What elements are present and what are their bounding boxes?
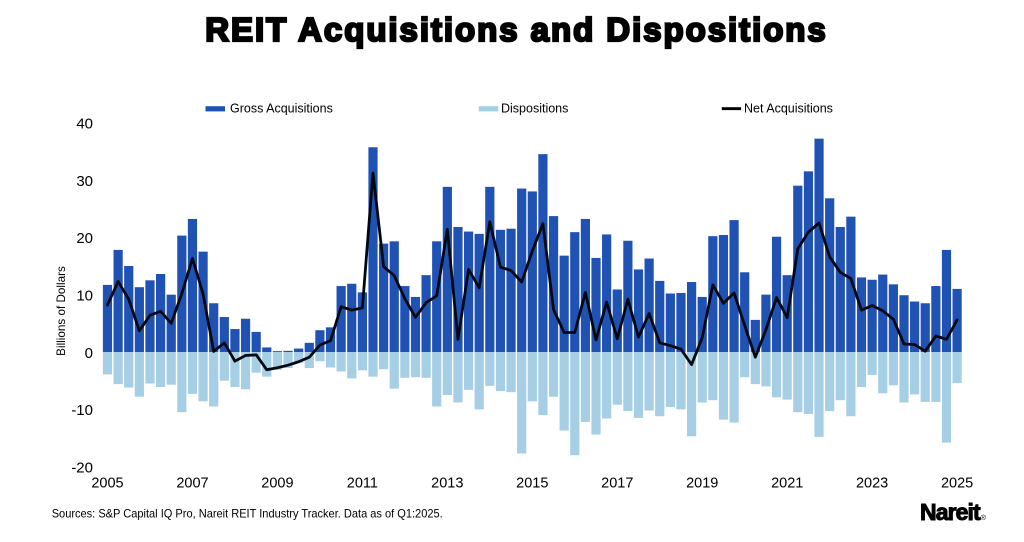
svg-text:2015: 2015: [516, 476, 548, 492]
svg-text:Gross Acquisitions: Gross Acquisitions: [230, 102, 333, 116]
svg-text:2005: 2005: [91, 476, 123, 492]
svg-text:2013: 2013: [431, 476, 463, 492]
svg-text:30: 30: [76, 173, 93, 190]
svg-text:-20: -20: [71, 460, 93, 477]
svg-text:40: 40: [76, 115, 93, 132]
svg-text:2021: 2021: [771, 476, 803, 492]
svg-text:®: ®: [981, 513, 987, 522]
svg-text:2011: 2011: [347, 476, 378, 492]
svg-text:Dispositions: Dispositions: [501, 102, 568, 116]
svg-text:2007: 2007: [176, 476, 208, 492]
svg-text:2019: 2019: [686, 476, 718, 492]
svg-text:REIT Acquisitions and Disposit: REIT Acquisitions and Dispositions: [205, 11, 827, 48]
svg-text:Net Acquisitions: Net Acquisitions: [744, 102, 833, 116]
svg-text:Nareit: Nareit: [920, 499, 981, 525]
svg-text:2023: 2023: [856, 476, 888, 492]
svg-text:2017: 2017: [601, 476, 633, 492]
svg-text:2009: 2009: [261, 476, 293, 492]
svg-text:20: 20: [76, 230, 93, 247]
svg-text:0: 0: [85, 345, 93, 362]
svg-text:Sources: S&P Capital IQ Pro, N: Sources: S&P Capital IQ Pro, Nareit REIT…: [52, 507, 443, 521]
svg-text:10: 10: [76, 287, 93, 304]
svg-text:2025: 2025: [941, 476, 973, 492]
svg-text:Billions of Dollars: Billions of Dollars: [55, 266, 68, 356]
svg-text:-10: -10: [71, 402, 93, 419]
